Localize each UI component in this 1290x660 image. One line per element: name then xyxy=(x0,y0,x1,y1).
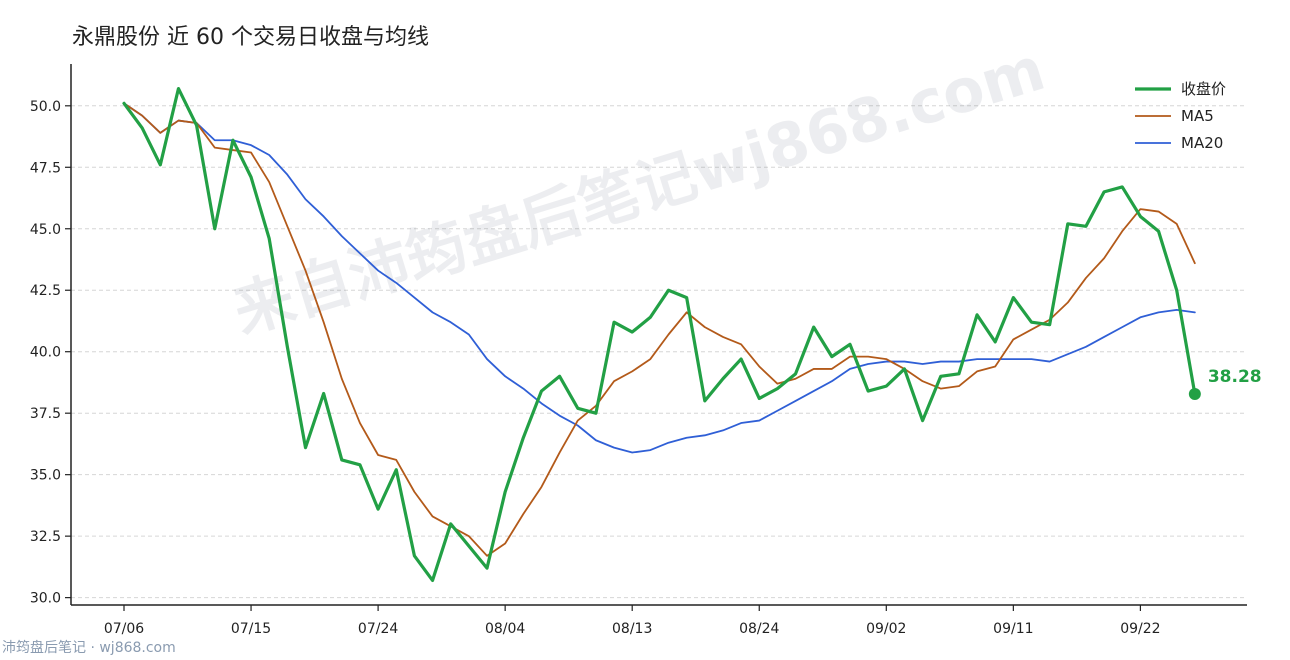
legend-label: MA5 xyxy=(1181,107,1214,125)
x-tick-label: 08/04 xyxy=(485,621,525,637)
series-layer xyxy=(122,86,1197,583)
x-ticks: 07/06 07/15 07/24 08/04 08/13 08/24 09/02 09/11… xyxy=(104,605,1161,637)
y-tick-label: 47.5 xyxy=(30,160,61,176)
y-tick-label: 35.0 xyxy=(30,468,61,484)
chart-title: 永鼎股份 近 60 个交易日收盘与均线 xyxy=(72,25,429,50)
x-tick-label: 08/24 xyxy=(739,621,779,637)
y-tick-label: 40.0 xyxy=(30,345,61,361)
y-tick-label: 42.5 xyxy=(30,283,61,299)
x-tick-label: 07/24 xyxy=(358,621,398,637)
legend: 收盘价 MA5 MA20 xyxy=(1135,80,1226,152)
y-tick-label: 30.0 xyxy=(30,591,61,607)
x-tick-label: 09/02 xyxy=(866,621,906,637)
y-ticks: 30.0 32.5 35.0 37.5 40.0 42.5 45.0 47.5 50.0 xyxy=(30,99,71,607)
y-tick-label: 50.0 xyxy=(30,99,61,115)
annotation-layer: 38.28 xyxy=(1188,367,1262,401)
watermark-text: 来自沛筠盘后笔记wj868.com xyxy=(226,34,1053,348)
last-close-point xyxy=(1188,388,1201,401)
footer-credit: 沛筠盘后笔记 · wj868.com xyxy=(2,639,176,656)
legend-label: MA20 xyxy=(1181,134,1223,152)
x-tick-label: 07/15 xyxy=(231,621,271,637)
last-close-label: 38.28 xyxy=(1208,367,1262,387)
y-tick-label: 32.5 xyxy=(30,529,61,545)
series-line-close xyxy=(122,86,1197,583)
x-tick-label: 08/13 xyxy=(612,621,652,637)
x-tick-label: 09/11 xyxy=(993,621,1033,637)
y-tick-label: 37.5 xyxy=(30,406,61,422)
series-line-ma5 xyxy=(123,102,1196,557)
x-tick-label: 09/22 xyxy=(1120,621,1160,637)
axes-layer xyxy=(70,64,1247,606)
y-tick-label: 45.0 xyxy=(30,222,61,238)
legend-label: 收盘价 xyxy=(1181,80,1226,98)
x-tick-label: 07/06 xyxy=(104,621,144,637)
series-line-ma20 xyxy=(123,102,1196,454)
